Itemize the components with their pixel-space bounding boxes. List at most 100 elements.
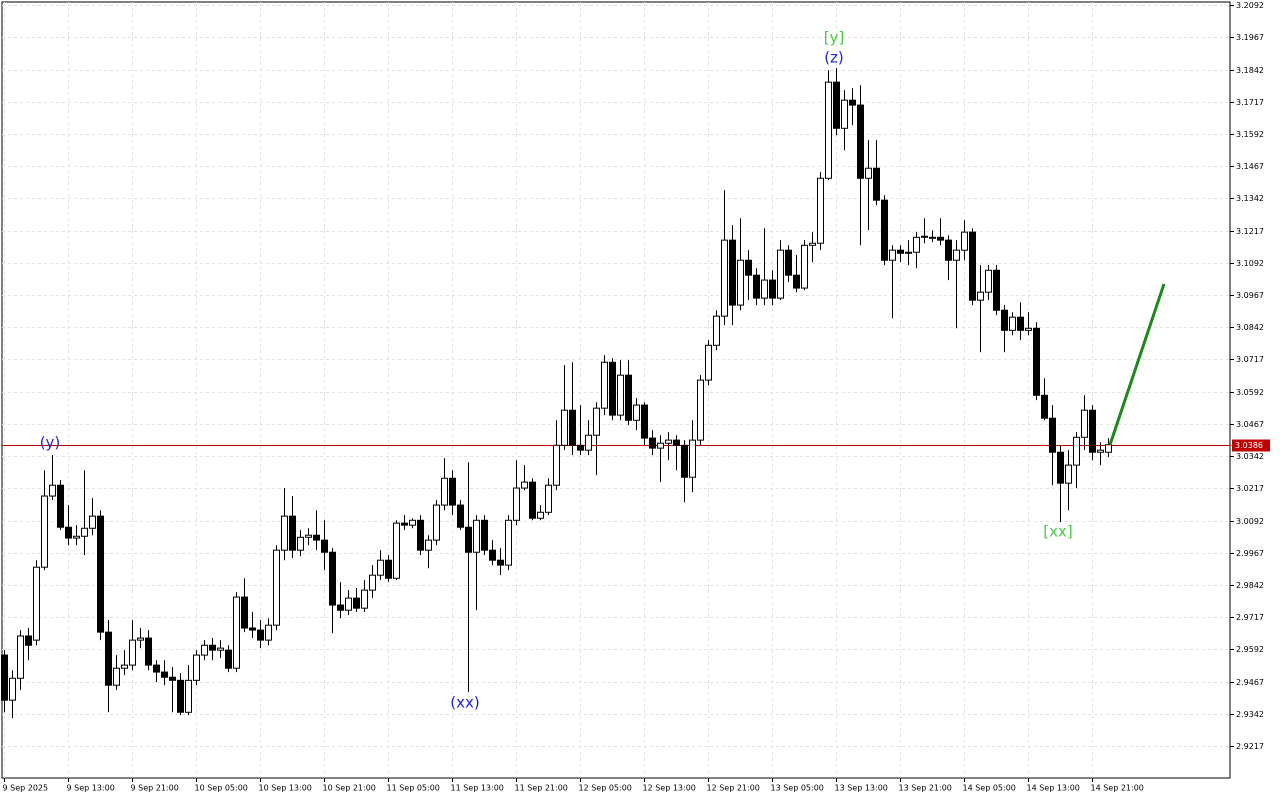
candle-body xyxy=(273,549,280,626)
x-tick-label: 10 Sep 21:00 xyxy=(323,784,376,793)
candle-body xyxy=(329,551,336,606)
candle-body xyxy=(177,679,184,713)
candle-body xyxy=(489,549,496,561)
candle-body xyxy=(841,99,848,129)
candle-body xyxy=(297,536,304,551)
candle-body xyxy=(57,484,64,528)
candle-body xyxy=(441,477,448,506)
candle-body xyxy=(537,511,544,519)
candle-body xyxy=(49,484,56,497)
x-tick-label: 9 Sep 2025 xyxy=(3,784,49,793)
candle-body xyxy=(641,404,648,439)
candle-body xyxy=(585,434,592,451)
x-tick-label: 12 Sep 13:00 xyxy=(643,784,696,793)
candle-body xyxy=(857,104,864,179)
candle-body xyxy=(305,534,312,538)
candle-body xyxy=(33,566,40,641)
candle-body xyxy=(281,515,288,551)
y-tick-label: 3.1217 xyxy=(1236,227,1264,236)
candle-body xyxy=(1057,451,1064,484)
candle-body xyxy=(497,559,504,566)
candle-body xyxy=(825,81,832,179)
candle-body xyxy=(217,647,224,651)
candle-body xyxy=(249,627,256,631)
y-tick-label: 2.9467 xyxy=(1236,678,1264,687)
candle-body xyxy=(321,539,328,553)
candle-body xyxy=(137,637,144,641)
candle-body xyxy=(929,236,936,239)
current-price-label: 3.0386 xyxy=(1235,441,1263,450)
candle-body xyxy=(425,539,432,551)
candle-body xyxy=(233,596,240,669)
candle-body xyxy=(769,279,776,299)
candle-body xyxy=(553,444,560,486)
y-tick-label: 2.9842 xyxy=(1236,581,1264,590)
x-tick-label: 10 Sep 13:00 xyxy=(259,784,312,793)
candle-body xyxy=(977,291,984,301)
y-tick-label: 3.1717 xyxy=(1236,98,1264,107)
y-tick-label: 3.1592 xyxy=(1236,130,1264,139)
candle-body xyxy=(569,409,576,446)
candle-body xyxy=(961,231,968,251)
candle-body xyxy=(65,526,72,539)
y-tick-label: 3.1092 xyxy=(1236,259,1264,268)
candle-body xyxy=(521,481,528,489)
y-tick-label: 3.0842 xyxy=(1236,323,1264,332)
candle-body xyxy=(721,239,728,317)
candle-body xyxy=(801,244,808,289)
candle-body xyxy=(337,604,344,611)
candle-body xyxy=(1009,316,1016,331)
candle-body xyxy=(473,519,480,553)
candle-body xyxy=(129,639,136,666)
candle-body xyxy=(393,522,400,579)
candle-body xyxy=(1033,327,1040,396)
candle-body xyxy=(761,279,768,299)
candle-body xyxy=(1041,394,1048,419)
x-tick-label: 12 Sep 21:00 xyxy=(707,784,760,793)
candle-body xyxy=(145,637,152,666)
y-tick-label: 3.0592 xyxy=(1236,388,1264,397)
candle-body xyxy=(361,589,368,609)
candle-body xyxy=(657,442,664,449)
candle-body xyxy=(665,439,672,444)
candle-body xyxy=(505,519,512,566)
candle-body xyxy=(409,519,416,526)
candle-body xyxy=(433,504,440,541)
plot-frame xyxy=(1,1,1231,779)
candle-body xyxy=(881,199,888,261)
x-tick-label: 14 Sep 13:00 xyxy=(1027,784,1080,793)
candle-body xyxy=(161,671,168,678)
candle-body xyxy=(313,534,320,541)
candle-body xyxy=(1017,316,1024,331)
y-tick-label: 3.0467 xyxy=(1236,420,1264,429)
candle-body xyxy=(481,519,488,551)
candle-body xyxy=(17,635,24,679)
candle-body xyxy=(561,409,568,446)
candle-body xyxy=(153,664,160,673)
candle-body xyxy=(81,527,88,537)
y-tick-label: 3.2092 xyxy=(1236,1,1264,10)
candle-body xyxy=(41,495,48,568)
candle-body xyxy=(809,242,816,246)
y-tick-label: 2.9342 xyxy=(1236,710,1264,719)
y-tick-label: 3.1467 xyxy=(1236,162,1264,171)
candle-body xyxy=(849,99,856,106)
candle-body xyxy=(729,239,736,306)
x-tick-label: 13 Sep 21:00 xyxy=(899,784,952,793)
wave-label: [y] xyxy=(824,29,845,47)
candle-body xyxy=(865,167,872,179)
x-tick-label: 10 Sep 05:00 xyxy=(195,784,248,793)
candle-body xyxy=(873,167,880,201)
candle-body xyxy=(377,559,384,576)
candle-body xyxy=(649,437,656,449)
candle-body xyxy=(545,484,552,513)
x-tick-label: 14 Sep 05:00 xyxy=(963,784,1016,793)
candle-body xyxy=(601,361,608,409)
candle-body xyxy=(745,259,752,276)
candle-body xyxy=(513,487,520,521)
candle-body xyxy=(449,477,456,506)
candle-body xyxy=(889,249,896,261)
candle-body xyxy=(609,361,616,416)
